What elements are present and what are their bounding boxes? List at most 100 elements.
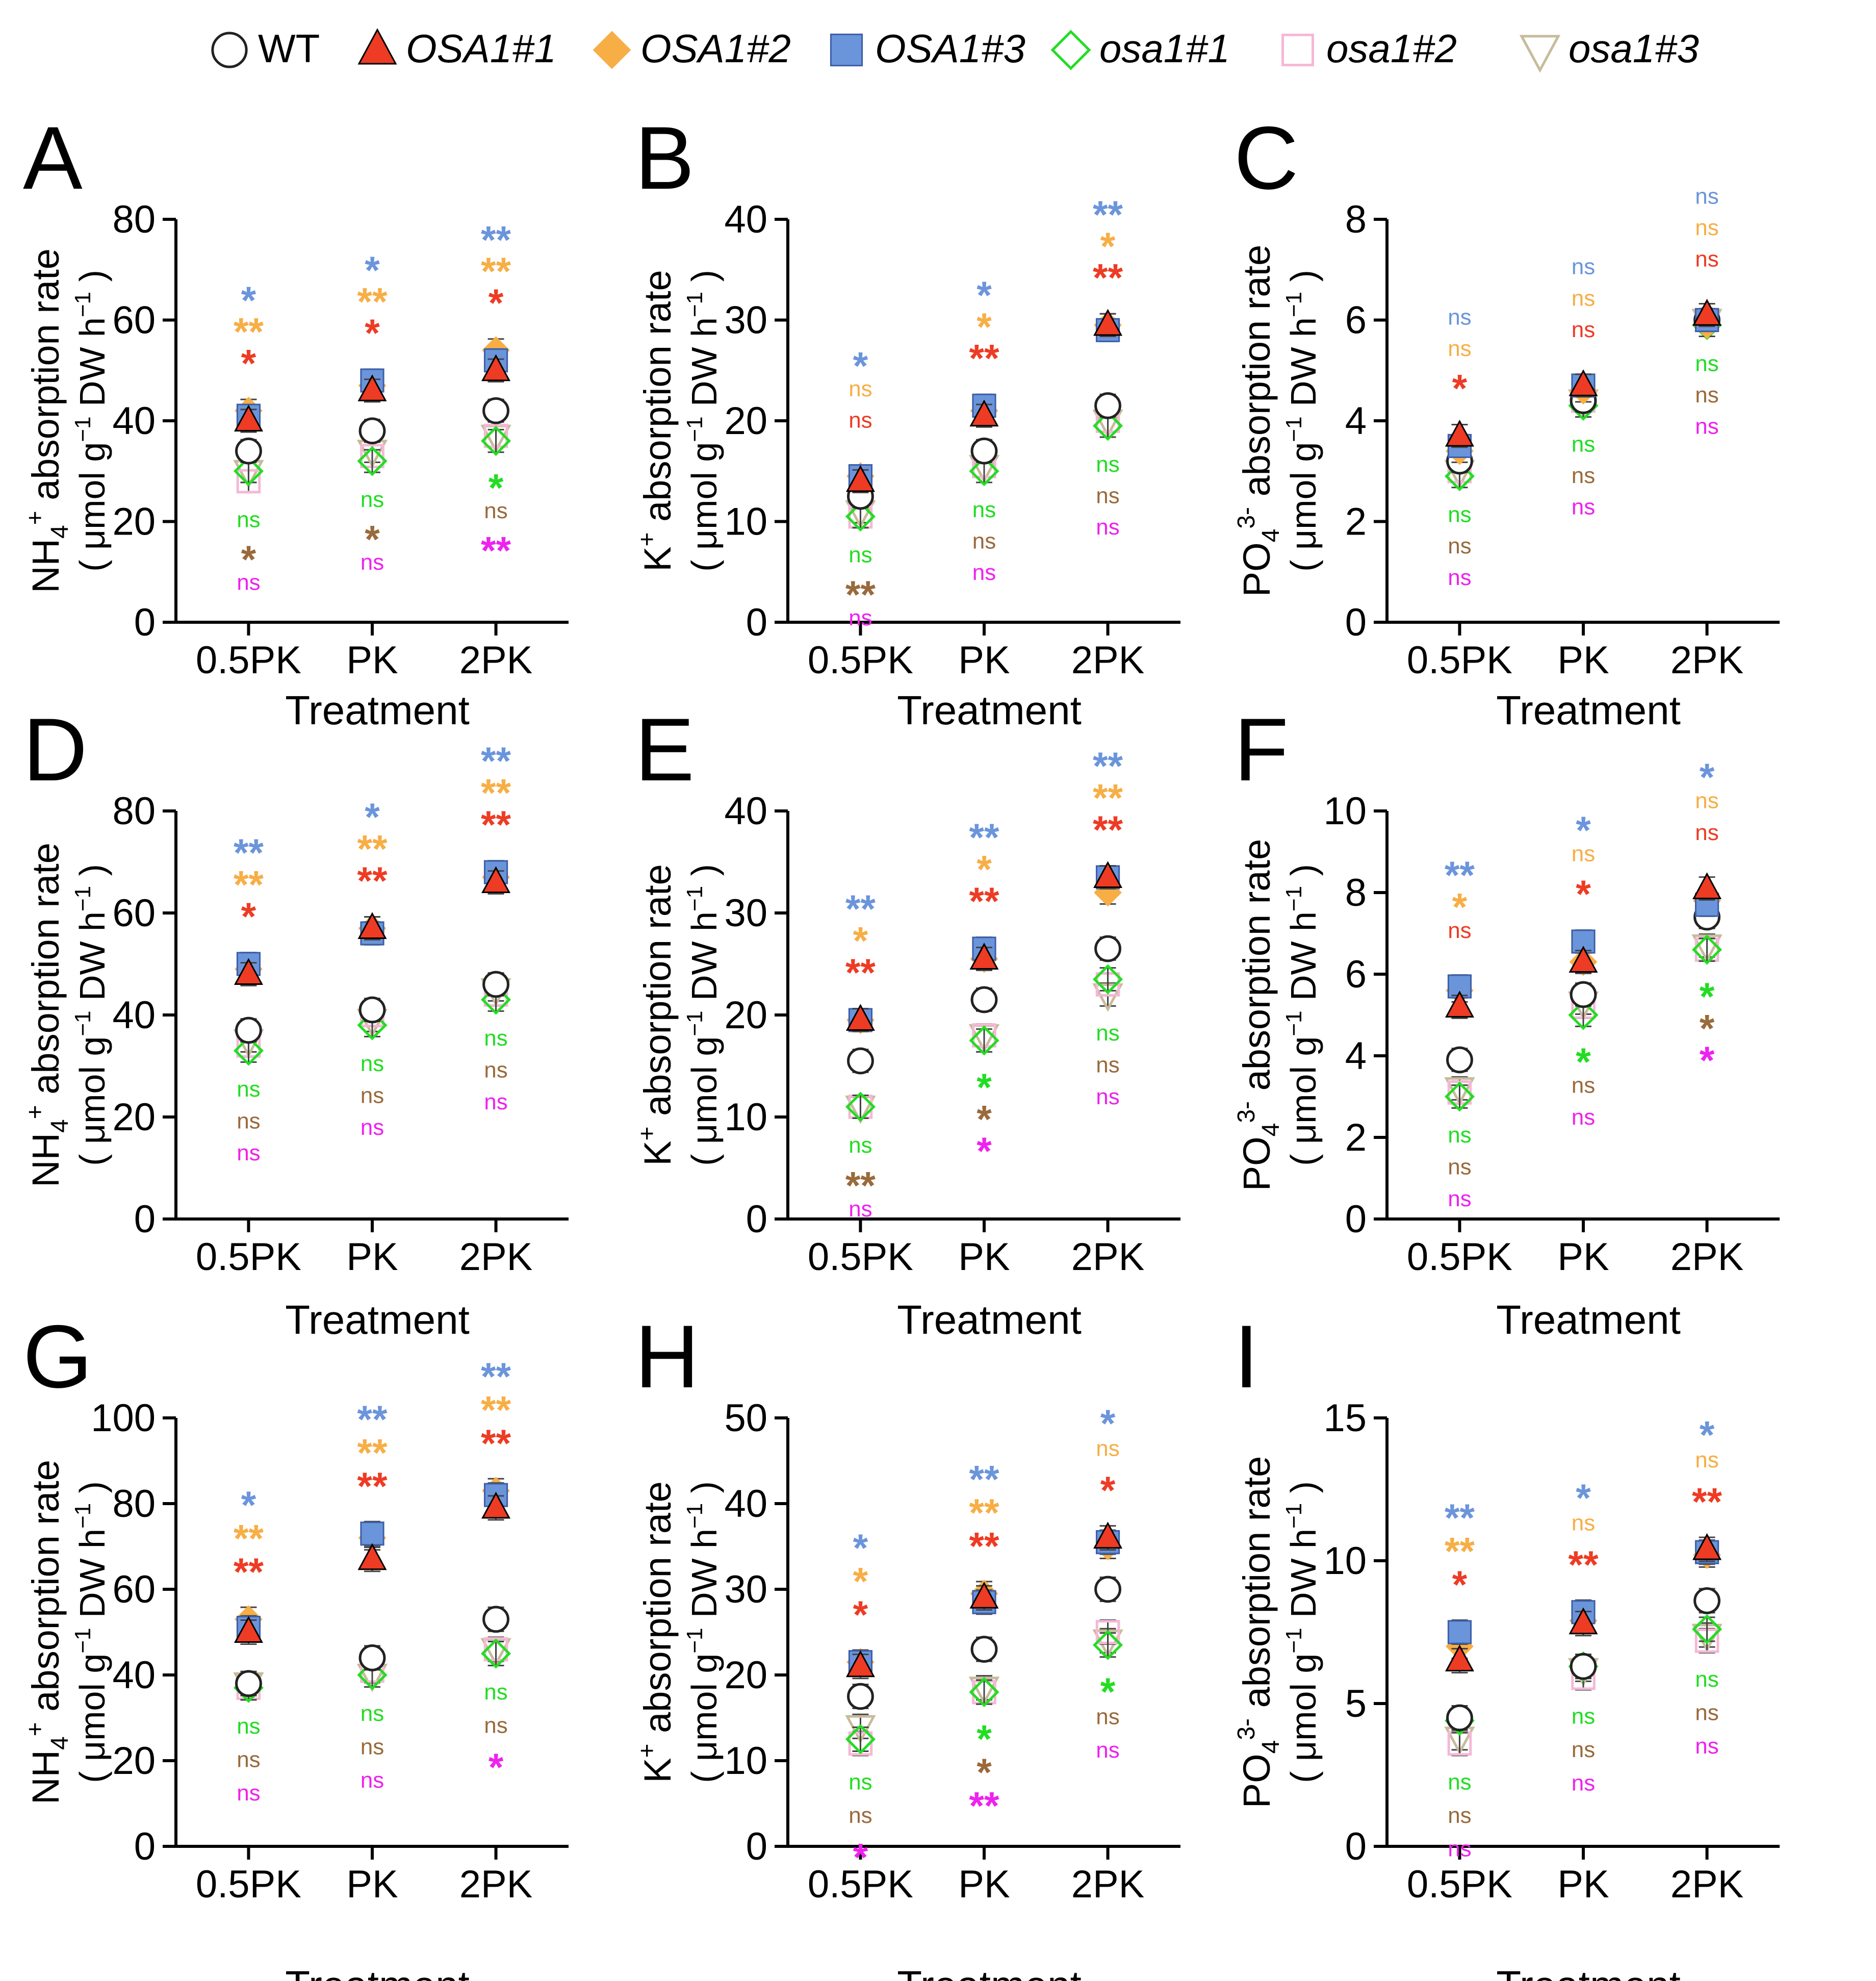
data-point-wt <box>235 1670 262 1697</box>
chart-panel-g: G 0 20 40 60 80 100 0.5PK PK 2PK Treatment NH4+ abs… <box>22 1307 569 1981</box>
chart-panel-b: B 0 10 20 30 40 0.5PK PK 2PK Treatment K+ absorpti… <box>634 109 1180 733</box>
significance-mark: ns <box>237 1714 260 1739</box>
legend-marker-osa1-1 <box>1050 30 1091 70</box>
data-point-wt <box>1094 935 1121 962</box>
y-tick-label: 80 <box>112 1482 156 1526</box>
significance-mark: ns <box>1096 1738 1119 1763</box>
significance-mark: ns <box>1448 336 1471 361</box>
significance-mark: ns <box>484 1713 507 1738</box>
significance-mark: ** <box>481 772 511 815</box>
x-tick-label: 2PK <box>1671 639 1744 682</box>
x-axis-title: Treatment <box>897 688 1082 733</box>
data-point-osa1-1 <box>1692 1614 1723 1644</box>
data-point-osa1-3 <box>360 1521 384 1546</box>
x-tick-label: 0.5PK <box>1407 639 1512 682</box>
significance-mark: ns <box>1695 820 1718 845</box>
significance-mark: ** <box>481 529 511 573</box>
data-point-osa1-1 <box>1692 872 1722 899</box>
data-point-wt <box>482 1606 509 1633</box>
y-tick-label: 30 <box>724 299 767 342</box>
y-axis-units: ( μmol g−1 DW h−1 ) <box>682 864 724 1166</box>
x-tick-label: PK <box>958 1235 1010 1279</box>
significance-mark: * <box>976 1718 992 1761</box>
y-tick-label: 0 <box>746 1825 767 1868</box>
data-point-osa1-1 <box>1093 964 1123 995</box>
significance-mark: ns <box>237 1140 260 1165</box>
y-tick-label: 40 <box>112 399 156 443</box>
y-axis-title: PO43- absorption rate <box>1233 839 1284 1191</box>
y-axis-title: K+ absorption rate <box>634 270 679 572</box>
significance-mark: * <box>241 538 256 581</box>
significance-mark: * <box>241 895 256 938</box>
significance-mark: ns <box>1572 1105 1595 1130</box>
x-tick-label: 2PK <box>459 639 533 682</box>
data-point-osa1-1 <box>969 1025 999 1056</box>
x-axis-title: Treatment <box>897 1297 1082 1342</box>
significance-mark: ns <box>849 408 872 433</box>
panel-label: B <box>635 109 695 208</box>
significance-mark: ns <box>1695 1447 1718 1472</box>
legend-marker-osa1-1 <box>357 28 397 65</box>
significance-mark: * <box>365 312 380 355</box>
significance-mark: ** <box>357 828 388 871</box>
panel-label: E <box>635 700 695 800</box>
x-tick-label: PK <box>1557 1863 1609 1906</box>
legend-label: osa1#2 <box>1326 26 1457 71</box>
legend-marker-osa1-2 <box>593 31 631 69</box>
significance-mark: ** <box>357 1465 388 1508</box>
significance-mark: ** <box>845 1164 876 1207</box>
panel-label: G <box>23 1307 92 1407</box>
legend-item-osa1-1: OSA1#1 <box>357 26 556 71</box>
x-axis-title: Treatment <box>1496 688 1681 733</box>
y-tick-label: 40 <box>112 1654 156 1697</box>
data-point-wt <box>970 437 998 465</box>
x-tick-label: PK <box>346 1235 398 1279</box>
significance-mark: ns <box>1096 1021 1119 1046</box>
data-point-wt <box>235 1017 262 1044</box>
y-tick-label: 0 <box>134 601 156 644</box>
legend-label: OSA1#2 <box>640 26 791 71</box>
significance-mark: * <box>489 467 504 510</box>
y-axis-units: ( μmol g−1 DW h−1 ) <box>70 270 112 572</box>
significance-mark: ns <box>1448 918 1471 943</box>
significance-mark: ns <box>972 497 996 522</box>
significance-mark: * <box>1700 975 1715 1019</box>
data-point-osa1-1 <box>357 1543 387 1570</box>
significance-mark: * <box>365 518 380 562</box>
y-tick-label: 20 <box>112 500 156 544</box>
significance-mark: ns <box>849 376 872 401</box>
y-tick-label: 40 <box>112 994 156 1037</box>
significance-mark: * <box>853 1836 868 1879</box>
significance-mark: ** <box>969 1525 999 1568</box>
data-point-osa1-1 <box>969 1582 999 1609</box>
y-tick-label: 0 <box>134 1825 156 1868</box>
significance-mark: * <box>241 342 256 385</box>
x-tick-label: PK <box>346 639 398 682</box>
panel-label: C <box>1234 109 1298 208</box>
x-tick-label: 0.5PK <box>1407 1863 1512 1906</box>
data-point-osa1-1 <box>1692 298 1722 326</box>
y-axis-units: ( μmol g−1 DW h−1 ) <box>70 864 112 1166</box>
significance-mark: ns <box>1572 255 1595 280</box>
significance-mark: ** <box>1093 745 1123 788</box>
significance-mark: ** <box>234 831 264 875</box>
significance-mark: ns <box>361 1083 384 1108</box>
y-tick-label: 30 <box>724 892 767 935</box>
y-tick-label: 20 <box>724 399 767 443</box>
significance-mark: ns <box>237 1077 260 1102</box>
data-point-osa1-1 <box>1569 946 1598 973</box>
y-tick-label: 80 <box>112 790 156 833</box>
y-tick-label: 40 <box>724 790 767 833</box>
data-point-osa1-1 <box>845 1091 876 1122</box>
significance-mark: * <box>1100 1402 1116 1445</box>
y-axis-title: PO43- absorption rate <box>1233 245 1284 597</box>
significance-mark: ns <box>1096 483 1119 508</box>
significance-mark: ns <box>1448 1769 1471 1794</box>
data-point-osa1-1 <box>233 1035 264 1066</box>
y-tick-label: 80 <box>112 198 156 241</box>
y-tick-label: 10 <box>1323 790 1367 833</box>
significance-mark: ns <box>1448 565 1471 590</box>
significance-mark: ns <box>237 1108 260 1133</box>
significance-mark: * <box>1700 1007 1715 1050</box>
legend-item-osa1-3: osa1#3 <box>1519 26 1699 73</box>
